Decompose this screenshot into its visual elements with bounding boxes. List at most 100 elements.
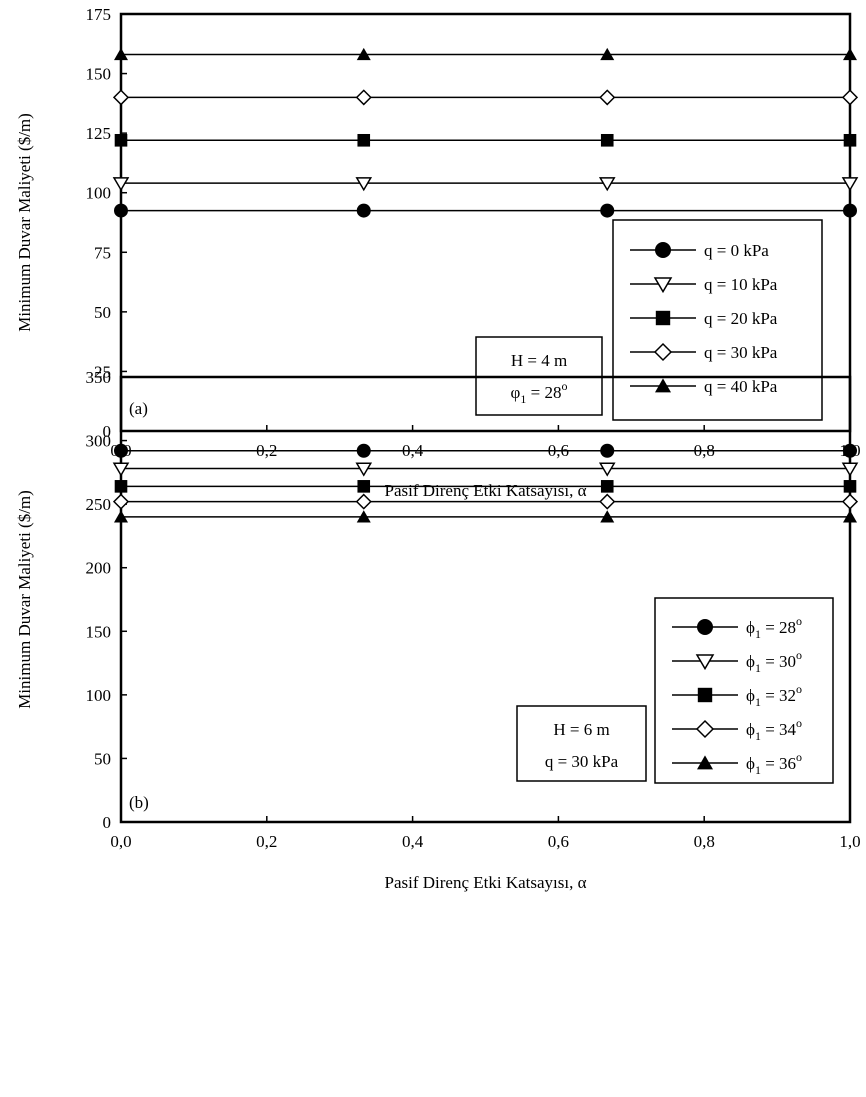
legend-marker bbox=[697, 619, 713, 635]
data-point bbox=[600, 443, 615, 458]
series-5 bbox=[114, 47, 857, 61]
legend-label: q = 20 kPa bbox=[704, 309, 778, 328]
chart-panel-a: 02550751001251501750,00,20,40,60,81,0Pas… bbox=[15, 5, 861, 500]
legend-label: q = 40 kPa bbox=[704, 377, 778, 396]
series-1 bbox=[114, 203, 857, 218]
legend-box bbox=[654, 597, 834, 784]
data-point bbox=[356, 510, 371, 523]
annotation-line-1: H = 4 m bbox=[511, 351, 567, 370]
data-point bbox=[356, 47, 371, 61]
x-tick-label: 0,0 bbox=[110, 832, 131, 851]
series-4 bbox=[112, 89, 859, 106]
data-point bbox=[112, 177, 130, 192]
data-point bbox=[114, 443, 128, 458]
data-point bbox=[355, 89, 372, 106]
series-2 bbox=[112, 177, 859, 192]
data-point bbox=[600, 510, 615, 523]
y-tick-label: 150 bbox=[86, 65, 112, 84]
y-tick-label: 100 bbox=[86, 686, 112, 705]
annotation-line-1: H = 6 m bbox=[553, 720, 609, 739]
data-point bbox=[843, 443, 857, 458]
legend-label: ϕ1 = 34o bbox=[746, 716, 802, 743]
legend-label: q = 0 kPa bbox=[704, 241, 769, 260]
annotation-line-2: φ1 = 28o bbox=[511, 379, 568, 406]
data-point bbox=[355, 493, 372, 510]
y-tick-label: 25 bbox=[94, 362, 111, 381]
y-tick-label: 50 bbox=[94, 749, 111, 768]
data-point bbox=[598, 462, 616, 477]
data-point bbox=[600, 133, 614, 147]
legend-label: ϕ1 = 36o bbox=[746, 750, 802, 777]
legend-marker bbox=[697, 755, 713, 770]
data-point bbox=[600, 203, 615, 218]
series-1 bbox=[114, 443, 857, 458]
x-axis-label: Pasif Direnç Etki Katsayısı, α bbox=[384, 481, 586, 500]
data-point bbox=[114, 47, 128, 61]
data-point bbox=[112, 462, 130, 477]
data-point bbox=[843, 133, 857, 147]
chart-panel-b: 0 50 100 150 200 250 300 350 0,0 0,2 0,4 0,6 0,8 1,0 P… bbox=[15, 368, 861, 892]
legend: ϕ1 = 28o ϕ1 = 30o ϕ1 = 32o ϕ1 = 34o ϕ1 = 36o bbox=[654, 597, 834, 784]
y-tick-label: 350 bbox=[86, 368, 112, 387]
data-point bbox=[356, 203, 371, 218]
data-point bbox=[355, 462, 373, 477]
data-point bbox=[841, 462, 859, 477]
legend-marker bbox=[695, 654, 715, 671]
x-tick-label: 1,0 bbox=[839, 832, 860, 851]
data-point bbox=[357, 480, 371, 493]
legend-marker bbox=[697, 687, 713, 703]
legend-label: ϕ1 = 32o bbox=[746, 682, 802, 709]
data-point bbox=[599, 89, 616, 106]
y-tick-label: 125 bbox=[86, 124, 112, 143]
series-3 bbox=[114, 133, 857, 147]
data-point bbox=[841, 493, 859, 510]
data-point bbox=[114, 510, 128, 523]
plot-frame bbox=[119, 375, 852, 824]
data-point bbox=[599, 493, 616, 510]
series-4 bbox=[112, 493, 859, 510]
data-point bbox=[114, 480, 128, 493]
data-point bbox=[356, 443, 371, 458]
data-point bbox=[841, 177, 859, 192]
legend-label: q = 30 kPa bbox=[704, 343, 778, 362]
legend-label: ϕ1 = 28o bbox=[746, 614, 802, 641]
x-axis-label: Pasif Direnç Etki Katsayısı, α bbox=[384, 873, 586, 892]
x-tick-label: 0,8 bbox=[694, 832, 715, 851]
y-tick-label: 300 bbox=[86, 432, 112, 451]
plot-frame bbox=[119, 12, 852, 433]
y-tick-label: 100 bbox=[86, 184, 112, 203]
x-tick-label: 0,6 bbox=[548, 832, 569, 851]
legend-marker bbox=[695, 719, 715, 739]
data-point bbox=[841, 89, 859, 106]
data-point bbox=[843, 510, 857, 523]
data-point bbox=[598, 177, 616, 192]
legend-label: q = 10 kPa bbox=[704, 275, 778, 294]
y-tick-label: 150 bbox=[86, 622, 112, 641]
panel-label: (a) bbox=[129, 399, 148, 418]
legend-marker bbox=[655, 378, 671, 393]
x-tick-label: 0,2 bbox=[256, 832, 277, 851]
y-tick-label: 50 bbox=[94, 303, 111, 322]
legend-label: ϕ1 = 30o bbox=[746, 648, 802, 675]
annotation-frame bbox=[516, 705, 647, 782]
y-tick-label: 0 bbox=[103, 422, 112, 441]
y-tick-label: 250 bbox=[86, 495, 112, 514]
legend: q = 0 kPa q = 10 kPa q = 20 kPa q = 30 kPa q… bbox=[612, 219, 823, 421]
y-axis-label: Minimum Duvar Maliyeti ($/m) bbox=[15, 490, 34, 709]
data-point bbox=[112, 493, 130, 510]
legend-marker bbox=[655, 242, 671, 258]
y-axis-label: Minimum Duvar Maliyeti ($/m) bbox=[15, 113, 34, 332]
data-point bbox=[114, 203, 128, 218]
data-point bbox=[843, 480, 857, 493]
y-tick-label: 175 bbox=[86, 5, 112, 24]
data-point bbox=[843, 47, 857, 61]
annotation-box: H = 6 m q = 30 kPa bbox=[516, 705, 647, 782]
series-5 bbox=[114, 510, 857, 523]
data-point bbox=[112, 89, 130, 106]
legend-marker bbox=[653, 342, 673, 362]
data-point bbox=[843, 203, 857, 218]
y-tick-label: 0 bbox=[103, 813, 112, 832]
legend-marker bbox=[655, 310, 671, 326]
data-point bbox=[114, 133, 128, 147]
